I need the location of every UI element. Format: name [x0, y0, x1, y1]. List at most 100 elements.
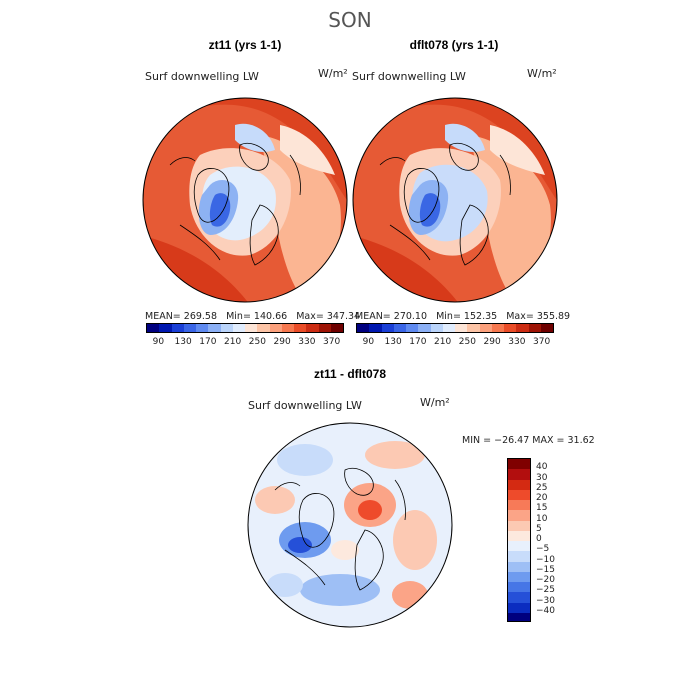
map-boundary: [142, 97, 348, 303]
map-boundary: [247, 422, 453, 628]
colorbar-tick-label: −30: [536, 595, 555, 606]
colorbar-swatch: [171, 324, 184, 332]
colorbar-swatch: [183, 324, 196, 332]
colorbar-swatch: [516, 324, 529, 332]
figure-suptitle: SON: [328, 8, 372, 32]
colorbar-swatch: [220, 324, 233, 332]
colorbar-tick-label: 370: [323, 337, 341, 347]
colorbar-tick-label: 30: [536, 472, 548, 483]
colorbar-tick-label: 370: [533, 337, 551, 347]
panel-title-dflt078: dflt078 (yrs 1-1): [409, 38, 499, 52]
colorbar-tick-label: 250: [248, 337, 266, 347]
colorbar-tick-label: −25: [536, 585, 555, 596]
colorbar-swatch: [467, 324, 480, 332]
polar-map-difference: [247, 422, 453, 628]
colorbar-swatch: [357, 324, 370, 332]
colorbar-tick-label: 90: [362, 337, 375, 347]
colorbar-swatch: [479, 324, 492, 332]
colorbar-swatch: [418, 324, 431, 332]
colorbar-swatch: [442, 324, 455, 332]
colorbar-swatch: [159, 324, 172, 332]
colorbar-tick-label: 210: [224, 337, 242, 347]
map-field-cool-north: [235, 123, 275, 152]
map-field-deep-blue: [209, 193, 231, 227]
colorbar-swatch: [245, 324, 258, 332]
colorbar-swatch: [257, 324, 270, 332]
colorbar-swatch: [208, 324, 221, 332]
colorbar-swatch: [455, 324, 468, 332]
colorbar-swatch: [232, 324, 245, 332]
colorbar-swatch: [508, 551, 530, 562]
min-value: Min= 140.66: [226, 311, 288, 322]
variable-name-label: Surf downwelling LW: [145, 70, 259, 83]
colorbar-swatch: [330, 324, 343, 332]
mean-value: MEAN= 269.58: [145, 311, 218, 322]
colorbar-swatch: [504, 324, 517, 332]
stats-line-dflt078: MEAN= 270.10 Min= 152.35 Max= 355.89: [355, 311, 570, 322]
polar-map-zt11: [142, 97, 348, 303]
colorbar-swatch: [508, 479, 530, 491]
colorbar-swatch: [508, 571, 530, 583]
colorbar-tick-label: 170: [409, 337, 427, 347]
colorbar-tick-label: 330: [508, 337, 526, 347]
map-field-pale-ne: [280, 125, 335, 175]
colorbar-swatch: [508, 500, 530, 511]
map-field-deep-blue: [419, 193, 441, 227]
colorbar-swatch: [508, 489, 530, 501]
colorbar-tick-label: 25: [536, 482, 548, 493]
map-coastlines: [379, 142, 511, 266]
units-label: W/m²: [527, 67, 557, 80]
colorbar-tick-label: 290: [273, 337, 291, 347]
stats-line-zt11: MEAN= 269.58 Min= 140.66 Max= 347.34: [145, 311, 360, 322]
map-field-warm-north: [353, 98, 557, 205]
colorbar-swatch: [508, 582, 530, 593]
map-field-cool-north: [445, 123, 485, 152]
colorbar-ticks-difference: 40 30 25 20 15 10 5 0 −5 −10 −15 −20 −25 −30 −40: [536, 458, 576, 622]
variable-name-label: Surf downwelling LW: [248, 399, 362, 412]
colorbar-tick-label: −40: [536, 605, 555, 616]
colorbar-swatch: [508, 612, 530, 621]
colorbar-swatch: [430, 324, 443, 332]
colorbar-swatch: [306, 324, 319, 332]
colorbar-tick-label: 130: [384, 337, 402, 347]
colorbar-tick-label: 0: [536, 534, 542, 544]
colorbar-tick-label: 15: [536, 503, 548, 514]
units-label: W/m²: [318, 67, 348, 80]
colorbar-tick-label: −5: [536, 544, 550, 555]
colorbar-dflt078: [356, 323, 554, 333]
map-field-pale-ne: [490, 125, 545, 175]
colorbar-tick-label: 5: [536, 523, 542, 534]
colorbar-tick-label: −20: [536, 575, 555, 585]
colorbar-tick-label: 10: [536, 513, 548, 524]
variable-name-label: Surf downwelling LW: [352, 70, 466, 83]
colorbar-swatch: [508, 561, 530, 573]
colorbar-swatch: [508, 510, 530, 521]
colorbar-tick-label: 290: [483, 337, 501, 347]
panel-title-zt11: zt11 (yrs 1-1): [208, 38, 282, 52]
colorbar-swatch: [393, 324, 406, 332]
colorbar-difference: [507, 458, 531, 622]
colorbar-tick-label: 90: [152, 337, 165, 347]
colorbar-tick-label: 40: [536, 462, 548, 473]
units-label: W/m²: [420, 396, 450, 409]
colorbar-tick-label: −10: [536, 554, 555, 565]
colorbar-swatch: [147, 324, 160, 332]
difference-minmax: MIN = −26.47 MAX = 31.62: [462, 435, 595, 446]
colorbar-swatch: [508, 520, 530, 532]
colorbar-tick-label: 250: [458, 337, 476, 347]
colorbar-tick-label: 170: [199, 337, 217, 347]
colorbar-swatch: [406, 324, 419, 332]
colorbar-zt11: [146, 323, 344, 333]
colorbar-tick-label: 130: [174, 337, 192, 347]
colorbar-tick-label: −15: [536, 564, 555, 575]
colorbar-swatch: [294, 324, 307, 332]
map-field-warm-north: [143, 98, 347, 205]
mean-value: MEAN= 270.10: [355, 311, 428, 322]
colorbar-swatch: [528, 324, 541, 332]
panel-title-difference: zt11 - dflt078: [313, 367, 387, 381]
map-coastlines: [169, 142, 301, 266]
colorbar-swatch: [508, 541, 530, 552]
map-field-anomaly-patches: [255, 441, 437, 609]
polar-map-dflt078: [352, 97, 558, 303]
colorbar-swatch: [269, 324, 282, 332]
